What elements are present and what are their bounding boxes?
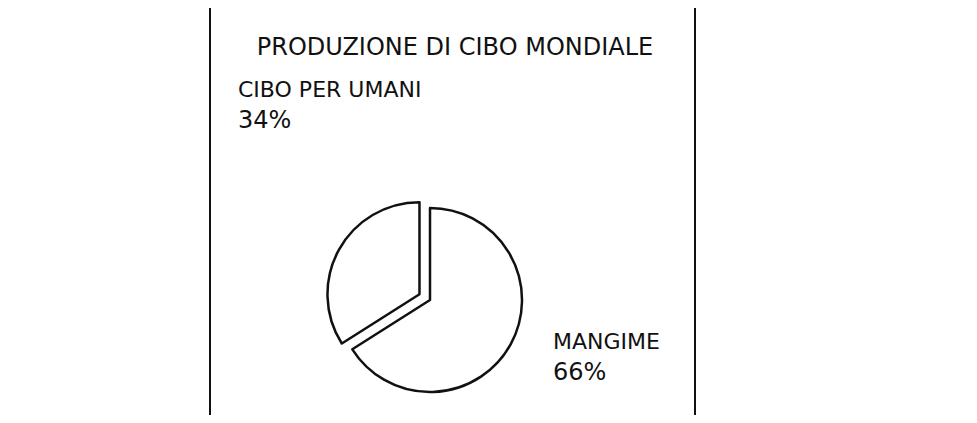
svg-text:34%: 34% <box>238 106 291 134</box>
svg-text:MANGIME: MANGIME <box>553 329 660 354</box>
svg-text:66%: 66% <box>553 358 606 386</box>
svg-text:CIBO PER UMANI: CIBO PER UMANI <box>238 77 421 102</box>
svg-text:PRODUZIONE DI CIBO MONDIALE: PRODUZIONE DI CIBO MONDIALE <box>257 33 653 61</box>
